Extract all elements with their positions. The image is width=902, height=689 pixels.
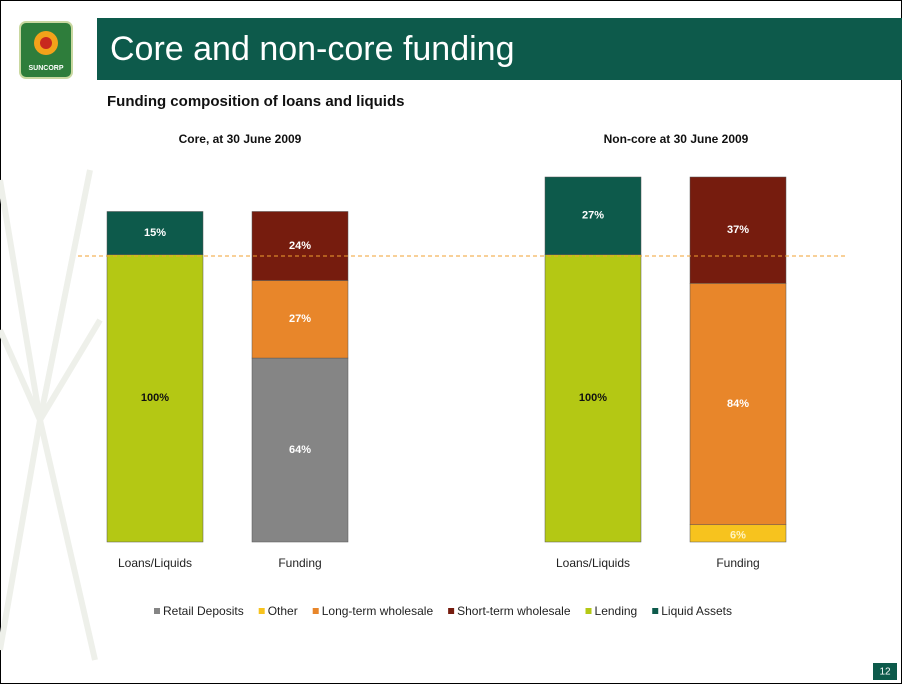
x-tick-label: Loans/Liquids xyxy=(556,556,630,570)
page-number: 12 xyxy=(879,667,891,678)
bar-segment xyxy=(251,280,349,359)
bar-segment xyxy=(106,211,204,255)
legend-label: Long-term wholesale xyxy=(322,604,434,618)
data-label: 84% xyxy=(727,398,749,410)
legend-label: Lending xyxy=(595,604,638,618)
data-label: 27% xyxy=(289,313,311,325)
data-label: 64% xyxy=(289,444,311,456)
legend-label: Other xyxy=(268,604,298,618)
data-label: 15% xyxy=(144,227,166,239)
bars xyxy=(106,176,787,543)
bar-segment xyxy=(544,254,642,543)
bar-segment xyxy=(106,254,204,543)
labels: Loans/Liquids 100% 15% Funding 64% 27% 24% Loan… xyxy=(118,210,760,570)
logo-text: SUNCORP xyxy=(28,65,63,72)
legend-swatch xyxy=(585,608,592,614)
data-label: 37% xyxy=(727,224,749,236)
legend-swatch xyxy=(154,608,160,614)
x-tick-label: Funding xyxy=(278,556,321,570)
x-tick-label: Loans/Liquids xyxy=(118,556,192,570)
bar-segment xyxy=(689,176,787,284)
data-label: 100% xyxy=(141,392,169,404)
group-title: Non-core at 30 June 2009 xyxy=(604,132,749,146)
bar-segment xyxy=(689,283,787,526)
slide-title: Core and non-core funding xyxy=(110,30,515,68)
legend: Retail Deposits Other Long-term wholesale S… xyxy=(154,604,732,618)
legend-swatch xyxy=(652,608,659,614)
chart-subtitle: Funding composition of loans and liquids xyxy=(107,93,404,110)
title-bar xyxy=(97,18,902,80)
data-label: 24% xyxy=(289,240,311,252)
legend-swatch xyxy=(448,608,455,614)
legend-label: Retail Deposits xyxy=(163,604,244,618)
background-rays xyxy=(0,169,103,661)
bar-segment xyxy=(251,357,349,543)
legend-swatch xyxy=(312,608,319,614)
logo: SUNCORP xyxy=(19,21,73,79)
data-label: 100% xyxy=(579,392,607,404)
data-label: 6% xyxy=(730,529,746,541)
legend-swatch xyxy=(258,608,265,614)
bar-segment xyxy=(544,176,642,255)
bar-segment xyxy=(251,211,349,281)
legend-label: Short-term wholesale xyxy=(457,604,571,618)
legend-label: Liquid Assets xyxy=(661,604,732,618)
x-tick-label: Funding xyxy=(716,556,759,570)
page-number-box xyxy=(873,663,897,680)
group-title: Core, at 30 June 2009 xyxy=(179,132,302,146)
data-label: 27% xyxy=(582,210,604,222)
